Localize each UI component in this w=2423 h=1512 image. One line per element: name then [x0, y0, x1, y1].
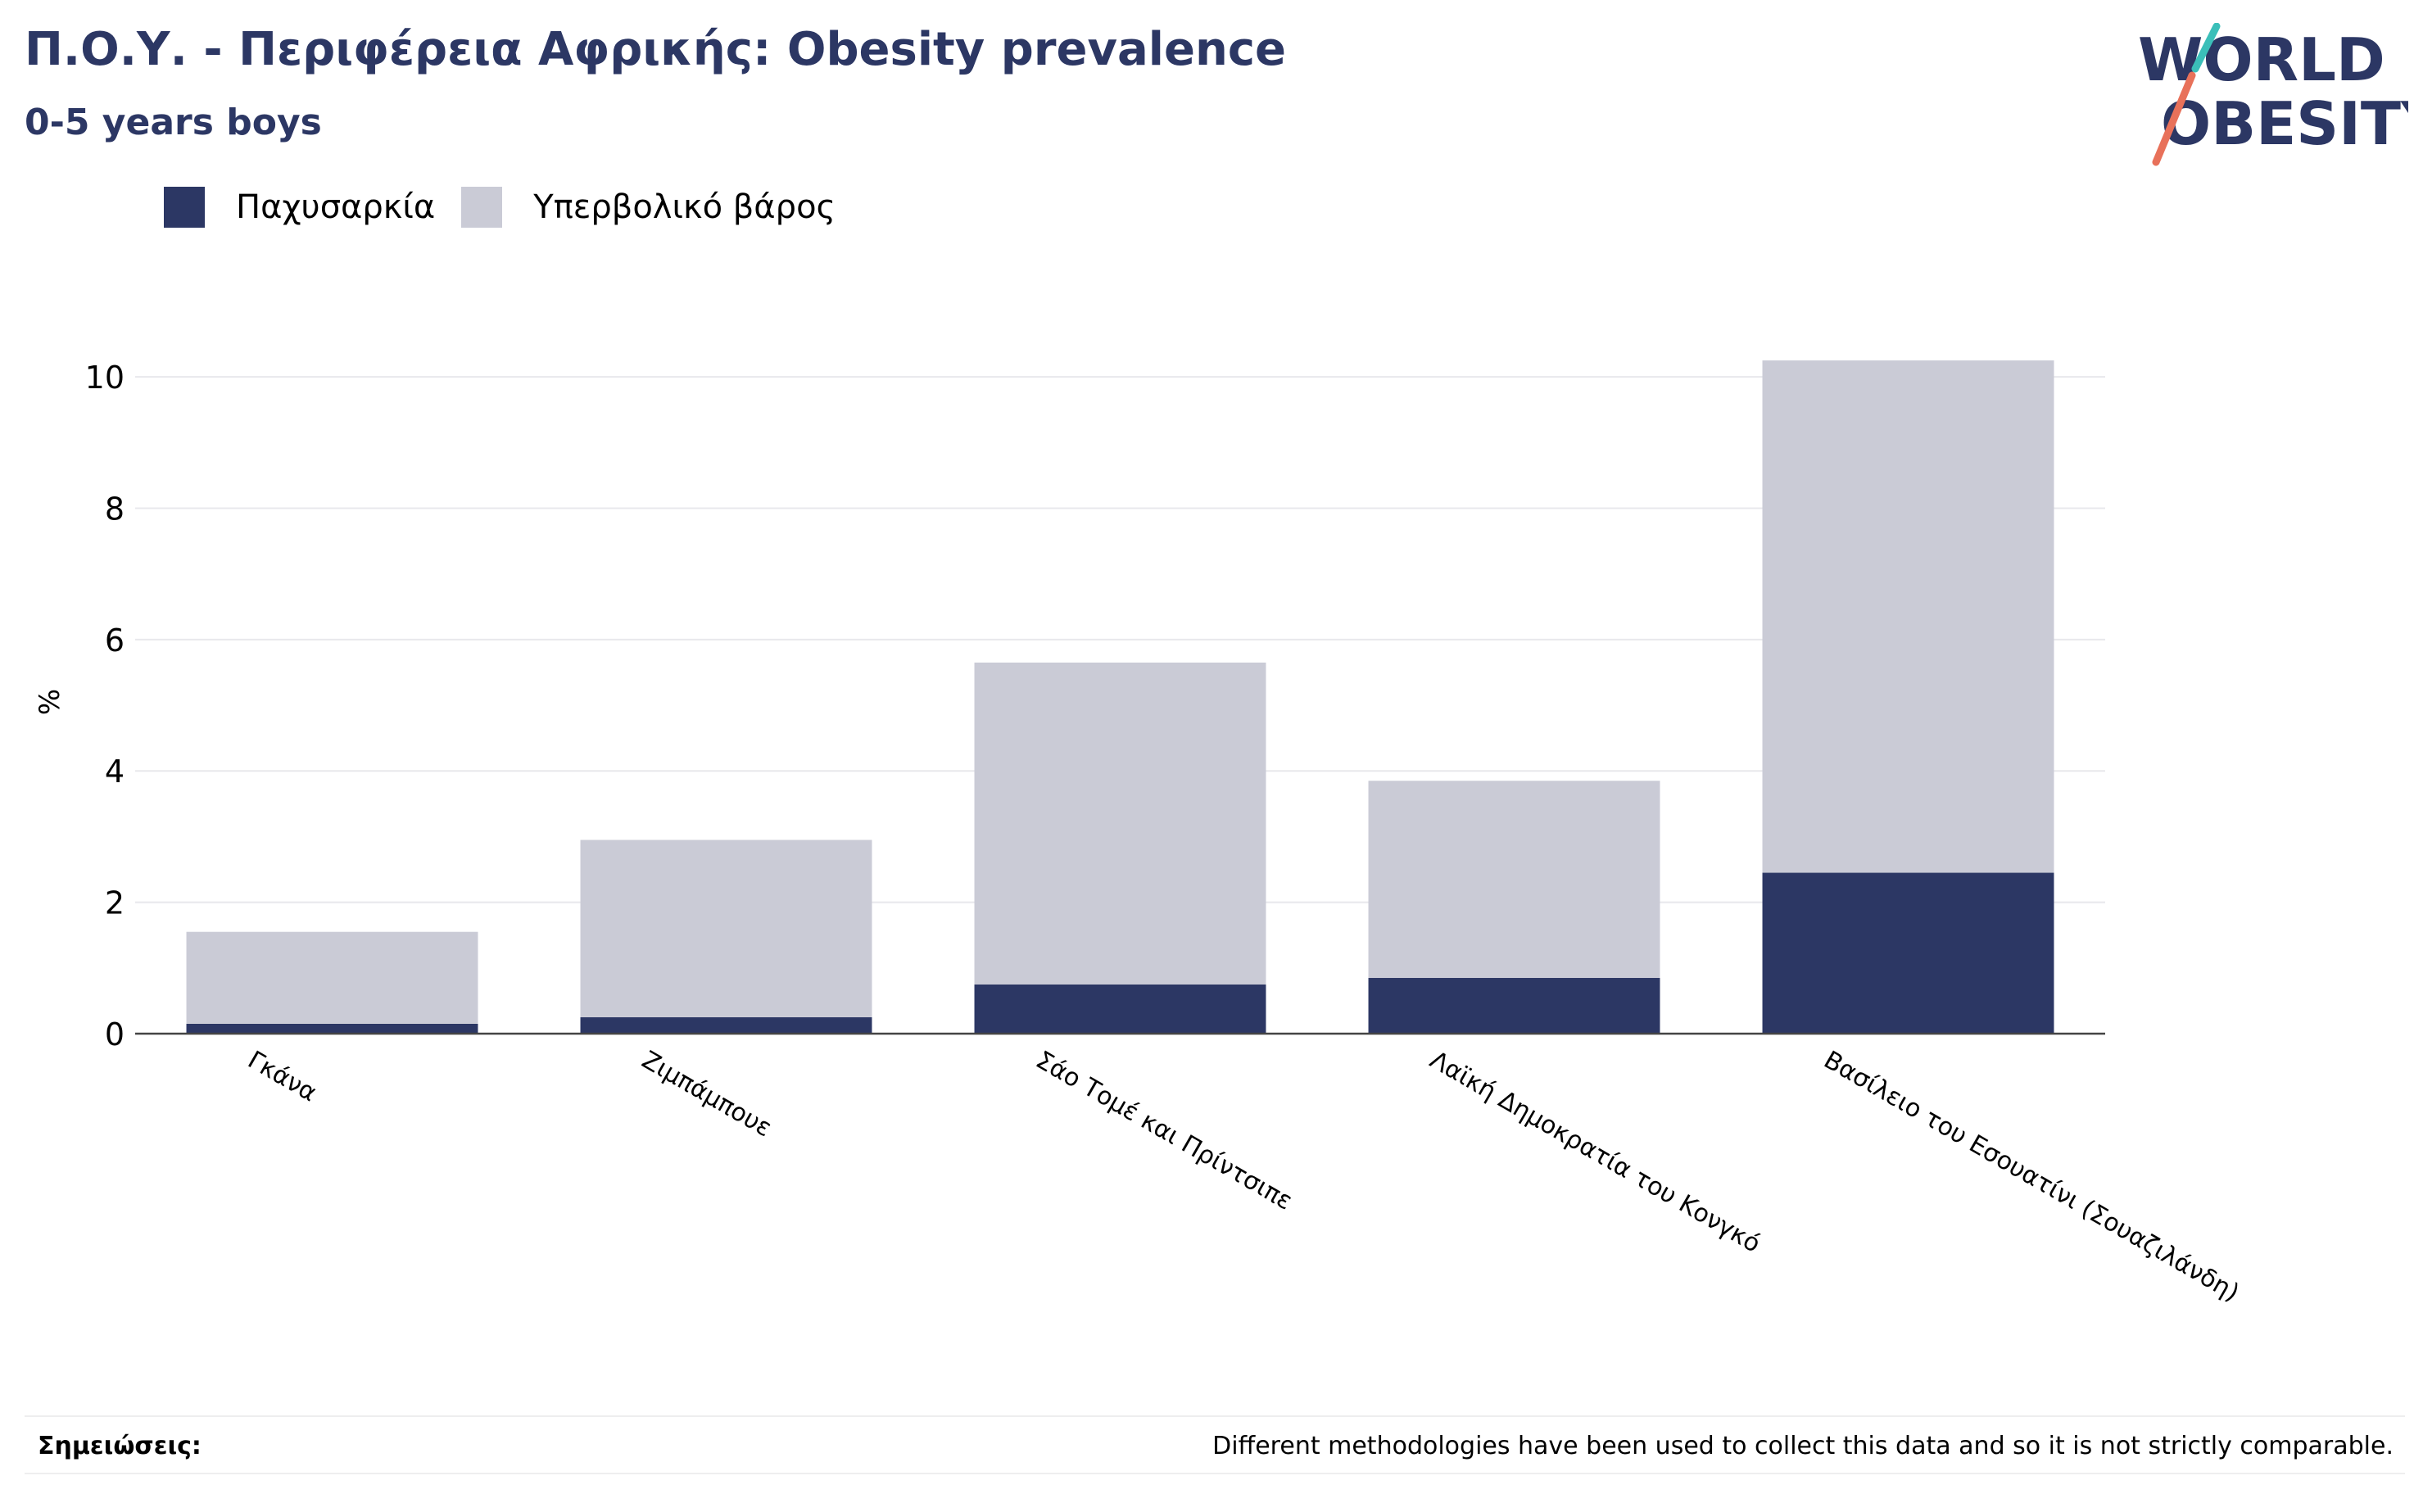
world-obesity-logo: WORLD OBESITY [2138, 23, 2408, 166]
logo-line-obesity: OBESITY [2161, 89, 2408, 158]
y-tick-label: 4 [105, 754, 125, 790]
x-tick-label: Γκάνα [243, 1046, 322, 1108]
x-tick-label: Ζιμπάμπουε [637, 1046, 777, 1143]
chart-subtitle: 0-5 years boys [25, 102, 322, 143]
legend-swatch-obesity [164, 187, 205, 228]
legend-item-overweight[interactable]: Υπερβολικό βάρος [461, 187, 836, 228]
bar-obesity-2 [974, 984, 1266, 1034]
y-tick-label: 6 [105, 622, 125, 659]
bar-overweight-1 [580, 840, 872, 1017]
bar-obesity-0 [186, 1023, 478, 1034]
footer-divider-top [25, 1415, 2405, 1417]
bar-obesity-1 [580, 1016, 872, 1034]
notes-label: Σημειώσεις: [38, 1432, 202, 1460]
y-tick-label: 8 [105, 491, 125, 527]
bar-obesity-4 [1762, 872, 2054, 1034]
bar-overweight-0 [186, 931, 478, 1024]
notes-text: Different methodologies have been used t… [1212, 1432, 2394, 1460]
footer-divider-bottom [25, 1473, 2405, 1474]
x-tick-label: Λαϊκή Δημοκρατία του Κονγκό [1425, 1046, 1766, 1259]
legend-label-obesity: Παχυσαρκία [236, 188, 436, 226]
y-axis-label: % [34, 689, 66, 715]
legend-swatch-overweight [461, 187, 503, 228]
chart-legend: Παχυσαρκία Υπερβολικό βάρος [164, 187, 862, 228]
bar-chart: 0 2 4 6 8 10% Γκάνα Ζιμπάμπουε Σάο Τομέ και Πρίν… [34, 360, 2244, 1308]
bar-overweight-4 [1762, 360, 2054, 873]
chart-title: Π.Ο.Υ. - Περιφέρεια Αφρικής: Obesity pre… [25, 23, 1286, 76]
y-tick-label: 0 [105, 1016, 125, 1053]
bar-overweight-2 [974, 662, 1266, 985]
y-tick-label: 10 [85, 360, 125, 396]
legend-item-obesity[interactable]: Παχυσαρκία [164, 187, 435, 228]
legend-label-overweight: Υπερβολικό βάρος [533, 188, 836, 226]
logo-slash-teal [2191, 23, 2221, 73]
y-tick-label: 2 [105, 885, 125, 921]
logo-slash-coral [2152, 71, 2196, 166]
x-tick-label: Σάο Τομέ και Πρίντσιπε [1031, 1046, 1298, 1216]
bar-obesity-3 [1368, 977, 1660, 1034]
x-tick-label: Βασίλειο του Εσουατίνι (Σουαζιλάνδη) [1819, 1046, 2244, 1308]
bar-overweight-3 [1368, 781, 1660, 978]
logo-line-world: WORLD [2138, 25, 2385, 94]
